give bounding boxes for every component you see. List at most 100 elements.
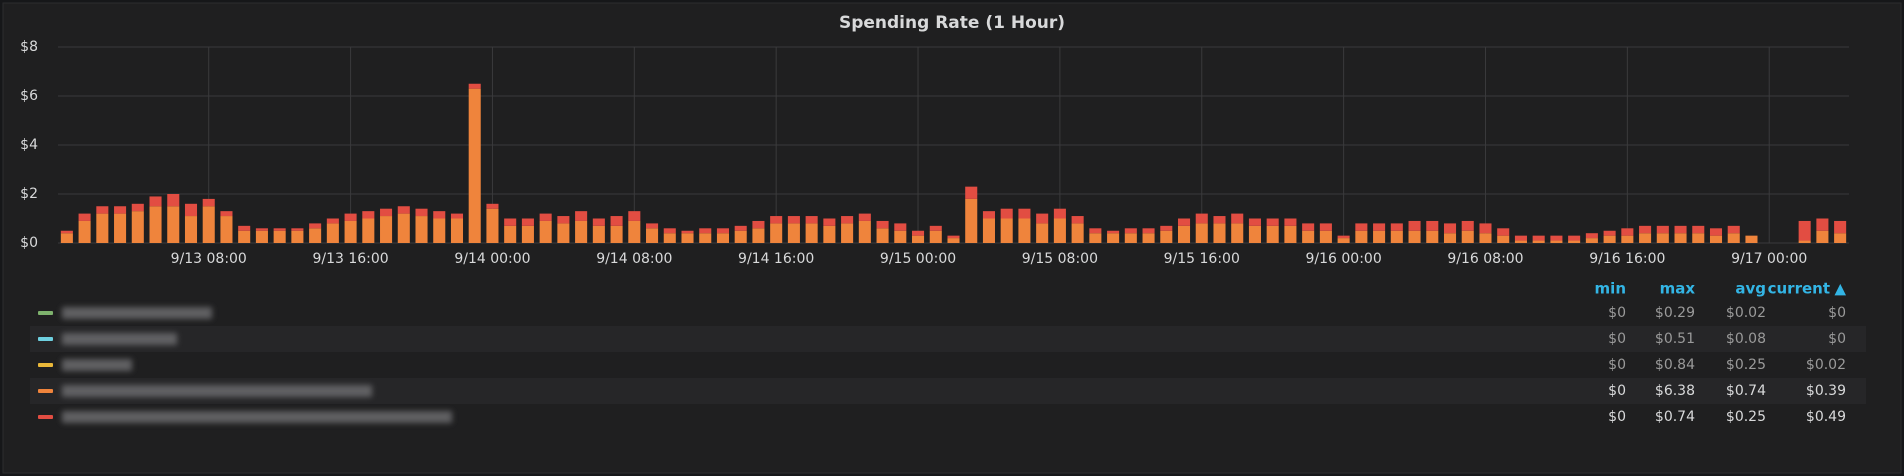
- bar-segment: [1036, 223, 1049, 243]
- bar-segment: [1656, 233, 1669, 243]
- legend-value: $6.38: [1655, 383, 1695, 399]
- bar-segment: [1071, 223, 1084, 243]
- x-tick-label: 9/13 08:00: [171, 251, 247, 267]
- bar-segment: [841, 216, 854, 224]
- bar-segment: [167, 194, 180, 207]
- bar-segment: [1479, 223, 1492, 234]
- bar-segment: [681, 233, 694, 243]
- bar-segment: [255, 228, 268, 231]
- bar-segment: [1284, 225, 1297, 243]
- legend-value: $0: [1608, 305, 1626, 321]
- bar-segment: [60, 230, 73, 234]
- bar-segment: [1284, 218, 1297, 226]
- bar-segment: [78, 213, 91, 221]
- bar-segment: [557, 223, 570, 243]
- bar-segment: [646, 223, 659, 229]
- legend-swatch: [38, 311, 53, 315]
- bar-segment: [681, 230, 694, 234]
- bar-segment: [1337, 238, 1350, 243]
- bar-segment: [362, 218, 375, 243]
- legend-header[interactable]: avg: [1735, 280, 1766, 298]
- bar-segment: [1621, 235, 1634, 243]
- x-tick-label: 9/16 16:00: [1589, 251, 1665, 267]
- bar-segment: [1461, 230, 1474, 243]
- bar-segment: [1107, 230, 1120, 234]
- bar-segment: [184, 216, 198, 243]
- bar-segment: [1124, 228, 1137, 234]
- bar-segment: [1355, 223, 1368, 231]
- x-tick-label: 9/17 00:00: [1731, 251, 1807, 267]
- bar-segment: [1461, 220, 1474, 231]
- bar-segment: [1816, 230, 1829, 243]
- legend-header[interactable]: max: [1660, 280, 1696, 298]
- bar-segment: [220, 211, 233, 217]
- bar-segment: [114, 206, 127, 214]
- bar-segment: [450, 213, 464, 219]
- bar-segment: [1142, 228, 1155, 234]
- bar-segment: [770, 223, 783, 243]
- bar-segment: [628, 220, 641, 243]
- x-tick-label: 9/15 08:00: [1022, 251, 1098, 267]
- legend-name-blurred: [62, 307, 212, 319]
- bar-segment: [1621, 228, 1634, 236]
- bar-segment: [1089, 233, 1102, 243]
- legend-value: $0.74: [1655, 409, 1695, 425]
- legend-header[interactable]: min: [1595, 280, 1626, 298]
- bar-segment: [734, 225, 747, 231]
- bar-segment: [309, 223, 322, 229]
- bar-segment: [858, 213, 871, 221]
- bar-segment: [1248, 225, 1261, 243]
- x-tick-label: 9/14 08:00: [596, 251, 672, 267]
- bar-segment: [699, 228, 712, 234]
- bar-segment: [1550, 240, 1563, 243]
- bar-segment: [575, 211, 588, 221]
- legend-value: $0: [1608, 409, 1626, 425]
- bar-segment: [1053, 218, 1066, 243]
- bar-segment: [397, 206, 410, 214]
- bar-segment: [415, 208, 428, 217]
- bar-segment: [1834, 220, 1847, 234]
- x-tick-label: 9/15 00:00: [880, 251, 956, 267]
- bar-segment: [592, 218, 605, 226]
- bar-segment: [947, 238, 960, 243]
- legend-value: $0.25: [1726, 409, 1766, 425]
- legend-swatch: [38, 415, 53, 419]
- bar-segment: [1000, 208, 1013, 219]
- bar-segment: [699, 233, 712, 243]
- bar-segment: [202, 198, 215, 207]
- bar-segment: [291, 230, 304, 243]
- legend-header[interactable]: current: [1768, 280, 1830, 298]
- bar-segment: [1514, 240, 1527, 243]
- bar-segment: [965, 198, 978, 243]
- bar-segment: [1585, 233, 1598, 239]
- bar-segment: [575, 220, 588, 243]
- bar-segment: [415, 216, 428, 243]
- legend-value: $0.39: [1806, 383, 1846, 399]
- bar-segment: [273, 230, 286, 243]
- bar-segment: [1550, 235, 1563, 241]
- bar-segment: [167, 206, 180, 243]
- bar-segment: [982, 218, 995, 243]
- bar-segment: [326, 218, 339, 224]
- bar-segment: [663, 233, 676, 243]
- legend-value: $0.29: [1655, 305, 1695, 321]
- bar-segment: [1089, 228, 1102, 234]
- bar-segment: [1213, 216, 1226, 224]
- bar-segment: [291, 228, 304, 231]
- bar-segment: [255, 230, 268, 243]
- bar-segment: [468, 83, 481, 89]
- x-tick-label: 9/15 16:00: [1164, 251, 1240, 267]
- legend-value: $0.74: [1726, 383, 1766, 399]
- bar-segment: [131, 211, 144, 243]
- legend-value: $0: [1828, 305, 1846, 321]
- legend-row-stripe: [30, 326, 1866, 352]
- bar-segment: [1373, 223, 1386, 231]
- bar-segment: [1834, 233, 1847, 243]
- bar-segment: [1160, 225, 1173, 231]
- bar-segment: [468, 88, 481, 244]
- bar-segment: [326, 223, 339, 243]
- legend-value: $0.49: [1806, 409, 1846, 425]
- bar-segment: [787, 223, 800, 243]
- bar-segment: [149, 206, 162, 243]
